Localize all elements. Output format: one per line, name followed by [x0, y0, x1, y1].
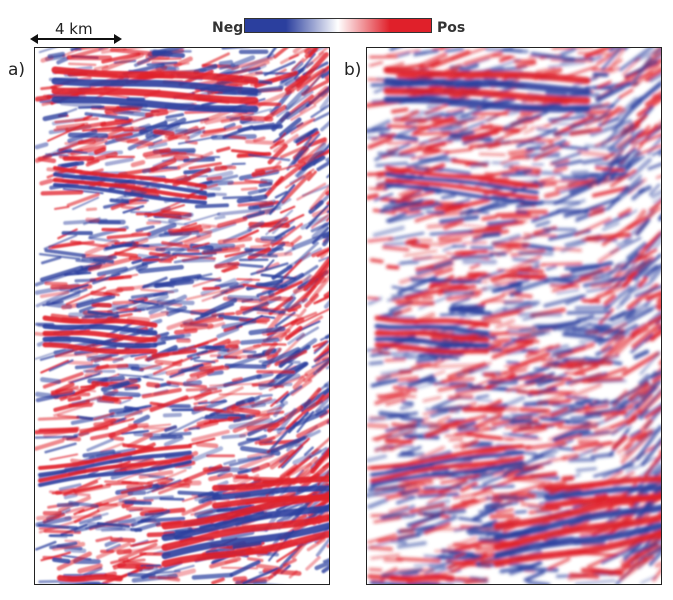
colorbar-neg-label: Neg — [212, 20, 244, 36]
panel-a-label: a) — [8, 60, 26, 80]
panel-b-label: b) — [344, 60, 362, 80]
seismic-image-a — [35, 48, 329, 584]
scale-label: 4 km — [55, 20, 93, 38]
seismic-section-a — [34, 47, 330, 585]
seismic-image-b — [367, 48, 661, 584]
colorbar-pos-label: Pos — [437, 20, 466, 36]
seismic-section-b — [366, 47, 662, 585]
scale-bar-arrow — [30, 34, 122, 44]
colorbar — [244, 18, 432, 33]
